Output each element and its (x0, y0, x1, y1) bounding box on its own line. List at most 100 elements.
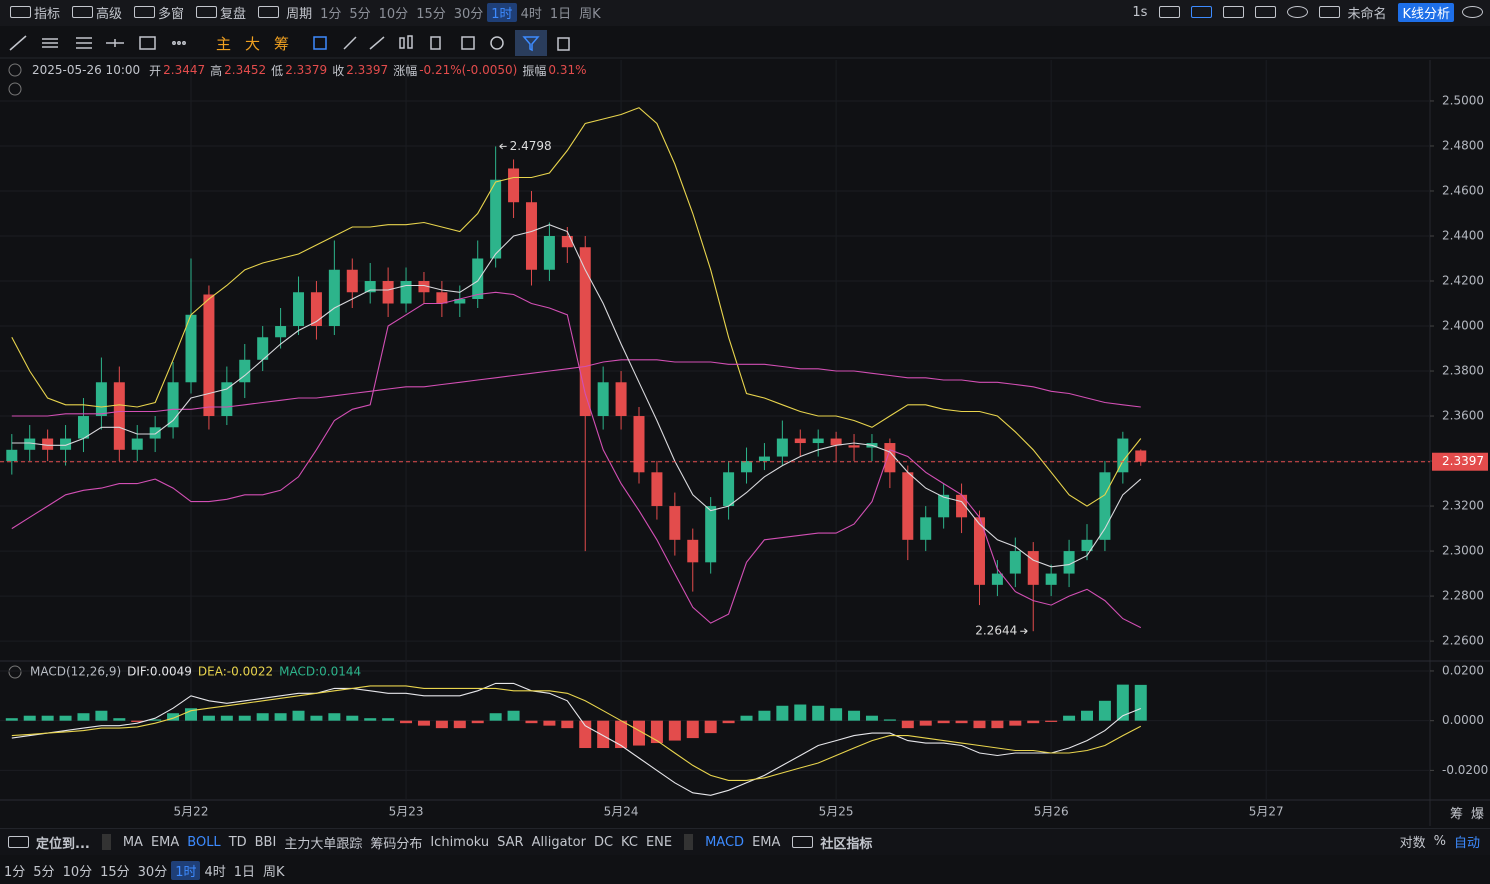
interval[interactable]: 15分 (416, 6, 446, 22)
window-icon[interactable] (1223, 6, 1245, 18)
top-toolbar: 指标 高级 多窗 复盘 周期 1分 5分 10分 15分 30分 1时 4时 1日 周K (0, 0, 1490, 24)
macd-bar (471, 720, 484, 724)
candle-body (239, 359, 251, 383)
main-indicator[interactable]: TD (228, 834, 247, 850)
interval[interactable]: 1时 (171, 860, 201, 880)
sub-indicator[interactable]: EMA (752, 834, 781, 850)
interval[interactable]: 5分 (33, 864, 55, 880)
collapse-icon[interactable] (8, 63, 22, 77)
candle-body (830, 438, 842, 446)
community[interactable]: 社区指标 (820, 836, 873, 852)
corner-item[interactable]: 筹 (1450, 806, 1464, 822)
interval[interactable]: 4时 (520, 6, 542, 22)
info-value: 0.31% (548, 63, 587, 77)
interval[interactable]: 10分 (378, 6, 409, 22)
interval[interactable]: 1时 (487, 2, 517, 22)
interval[interactable]: 15分 (100, 864, 130, 880)
main-indicator[interactable]: Alligator (531, 834, 586, 850)
main-indicator[interactable]: DC (593, 834, 614, 850)
macd-collapse-icon[interactable] (8, 665, 22, 679)
macd-bar (149, 719, 162, 721)
macd-bar (382, 718, 395, 721)
scale-option[interactable]: % (1433, 833, 1446, 849)
macd-bar (292, 710, 305, 721)
macd-bar (507, 710, 520, 721)
chip[interactable]: 大 (245, 34, 261, 53)
candle-body (615, 382, 627, 417)
candle-body (310, 292, 322, 327)
chips: 主大筹 (205, 33, 300, 54)
candle-body (131, 438, 143, 450)
macd-bar (274, 713, 287, 721)
macd-bar (328, 713, 341, 721)
main-indicator[interactable]: Ichimoku (430, 834, 490, 850)
macd-bar (525, 720, 538, 724)
share-icon[interactable] (1462, 6, 1483, 18)
expand-icon[interactable] (8, 82, 22, 96)
menu-item[interactable]: 多窗 (158, 6, 185, 22)
interval[interactable]: 1分 (320, 6, 342, 22)
chip[interactable]: 筹 (274, 34, 290, 53)
interval[interactable]: 4时 (204, 864, 226, 880)
interval[interactable]: 1分 (4, 864, 26, 880)
menu-item[interactable]: 复盘 (220, 6, 247, 22)
interval[interactable]: 10分 (62, 864, 93, 880)
interval[interactable]: 1日 (549, 6, 572, 22)
interval[interactable]: 周K (579, 6, 601, 22)
analysis-button[interactable]: K线分析 (1398, 2, 1454, 22)
interval[interactable]: 1日 (233, 864, 256, 880)
macd-bar (937, 720, 950, 724)
draw-tools[interactable] (0, 30, 205, 56)
fullscreen-icon[interactable] (1319, 6, 1341, 18)
scale-option[interactable]: 对数 (1399, 835, 1426, 851)
y-tick-label: -0.0200 (1442, 763, 1488, 777)
calendar-icon[interactable] (8, 836, 29, 848)
macd-bar (59, 715, 72, 721)
last-price-tag (1432, 452, 1488, 471)
settings-icon[interactable] (1287, 6, 1309, 18)
interval[interactable]: 30分 (453, 6, 484, 22)
main-indicator[interactable]: EMA (150, 834, 180, 850)
locate[interactable]: 定位到... (36, 836, 90, 852)
main-indicator[interactable]: 筹码分布 (370, 836, 423, 852)
candle-body (400, 281, 412, 304)
main-indicator[interactable]: BBI (254, 834, 277, 850)
candle-body (1117, 438, 1129, 473)
y-tick-label: 2.3000 (1442, 544, 1484, 558)
camera-icon[interactable] (1159, 6, 1181, 18)
macd-line (11, 682, 1142, 796)
draw-tools-2[interactable] (300, 30, 590, 56)
candle-body (1027, 551, 1039, 585)
interval[interactable]: 周K (263, 864, 285, 880)
main-indicator[interactable]: KC (621, 834, 638, 850)
ohlc-info: 2025-05-26 10:00 开 2.3447 高 2.3452 低 2.3379 收 2… (28, 61, 587, 79)
candle-body (454, 299, 466, 304)
macd-bar (113, 718, 126, 721)
menu-icon (134, 6, 156, 18)
pen-icon[interactable] (1191, 6, 1213, 18)
layout-name[interactable]: 未命名 (1347, 6, 1387, 22)
candle-body (346, 269, 358, 293)
menu-item[interactable]: 高级 (96, 6, 123, 22)
interval[interactable]: 5分 (349, 6, 371, 22)
corner-item[interactable]: 爆 (1471, 806, 1485, 822)
chart-type-icon[interactable] (258, 6, 280, 18)
main-indicator[interactable]: BOLL (187, 834, 221, 850)
macd-bar (686, 720, 699, 739)
interval[interactable]: 30分 (137, 864, 168, 880)
sub-indicator[interactable]: MACD (705, 834, 745, 850)
scale-option[interactable]: 自动 (1453, 835, 1480, 851)
candle-body (167, 382, 179, 428)
chip[interactable]: 主 (216, 34, 232, 53)
main-indicator[interactable]: SAR (497, 834, 524, 850)
menu-item[interactable]: 指标 (34, 6, 61, 22)
speed[interactable]: 1s (1132, 4, 1148, 20)
main-indicator[interactable]: 主力大单跟踪 (284, 836, 363, 852)
main-indicator[interactable]: MA (122, 834, 143, 850)
community-icon[interactable] (792, 836, 814, 848)
image-icon[interactable] (1255, 6, 1277, 18)
period[interactable]: 周期 (286, 6, 313, 22)
candle-body (185, 314, 197, 383)
candle-body (723, 472, 735, 507)
main-indicator[interactable]: ENE (645, 834, 673, 850)
